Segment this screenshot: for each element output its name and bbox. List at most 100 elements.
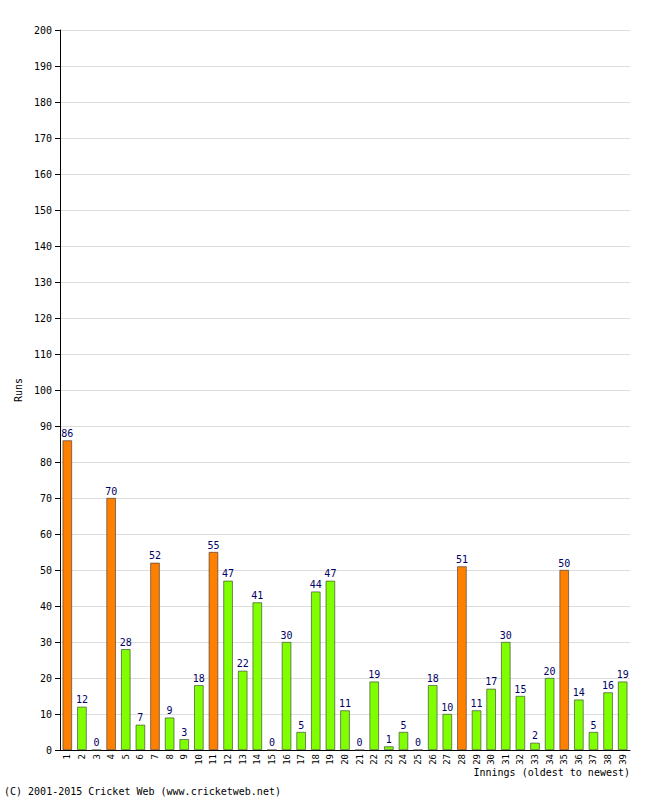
svg-text:19: 19 (617, 669, 629, 680)
svg-text:19: 19 (325, 754, 335, 765)
svg-text:1: 1 (62, 754, 72, 759)
svg-text:34: 34 (545, 754, 555, 765)
svg-text:51: 51 (456, 554, 468, 565)
svg-text:7: 7 (150, 754, 160, 759)
svg-text:17: 17 (485, 676, 497, 687)
svg-text:18: 18 (311, 754, 321, 765)
svg-text:44: 44 (310, 579, 322, 590)
svg-text:10: 10 (40, 709, 52, 720)
svg-text:30: 30 (486, 754, 496, 765)
svg-text:28: 28 (457, 754, 467, 765)
svg-text:100: 100 (34, 385, 52, 396)
svg-text:9: 9 (179, 754, 189, 759)
svg-text:36: 36 (574, 754, 584, 765)
svg-text:9: 9 (167, 705, 173, 716)
svg-text:18: 18 (193, 673, 205, 684)
svg-text:200: 200 (34, 25, 52, 36)
svg-text:50: 50 (558, 558, 570, 569)
svg-text:40: 40 (40, 601, 52, 612)
svg-text:50: 50 (40, 565, 52, 576)
svg-text:47: 47 (222, 568, 234, 579)
svg-text:12: 12 (223, 754, 233, 765)
svg-text:5: 5 (298, 720, 304, 731)
svg-text:7: 7 (137, 712, 143, 723)
svg-text:22: 22 (237, 658, 249, 669)
svg-text:2: 2 (532, 730, 538, 741)
svg-text:20: 20 (340, 754, 350, 765)
svg-text:27: 27 (442, 754, 452, 765)
svg-text:17: 17 (296, 754, 306, 765)
svg-text:55: 55 (207, 540, 219, 551)
svg-text:39: 39 (618, 754, 628, 765)
svg-text:110: 110 (34, 349, 52, 360)
svg-text:Runs: Runs (13, 378, 24, 402)
svg-text:190: 190 (34, 61, 52, 72)
svg-text:10: 10 (441, 702, 453, 713)
svg-text:180: 180 (34, 97, 52, 108)
svg-text:18: 18 (427, 673, 439, 684)
svg-text:13: 13 (238, 754, 248, 765)
svg-text:29: 29 (472, 754, 482, 765)
svg-text:20: 20 (544, 666, 556, 677)
svg-text:5: 5 (121, 754, 131, 759)
svg-text:14: 14 (573, 687, 585, 698)
svg-text:31: 31 (501, 754, 511, 765)
svg-text:3: 3 (181, 727, 187, 738)
svg-text:0: 0 (415, 737, 421, 748)
svg-text:4: 4 (106, 754, 116, 759)
svg-text:21: 21 (355, 754, 365, 765)
svg-text:0: 0 (269, 737, 275, 748)
svg-text:3: 3 (92, 754, 102, 759)
svg-text:150: 150 (34, 205, 52, 216)
svg-text:32: 32 (515, 754, 525, 765)
svg-text:8: 8 (165, 754, 175, 759)
svg-text:(C) 2001-2015 Cricket Web (www: (C) 2001-2015 Cricket Web (www.cricketwe… (4, 786, 281, 797)
svg-text:1: 1 (386, 734, 392, 745)
svg-text:10: 10 (194, 754, 204, 765)
svg-text:170: 170 (34, 133, 52, 144)
svg-text:15: 15 (267, 754, 277, 765)
svg-text:20: 20 (40, 673, 52, 684)
svg-text:41: 41 (251, 590, 263, 601)
svg-text:38: 38 (603, 754, 613, 765)
svg-text:35: 35 (559, 754, 569, 765)
svg-text:47: 47 (324, 568, 336, 579)
svg-text:80: 80 (40, 457, 52, 468)
svg-text:5: 5 (590, 720, 596, 731)
svg-text:70: 70 (105, 486, 117, 497)
svg-text:30: 30 (40, 637, 52, 648)
svg-text:11: 11 (208, 754, 218, 765)
svg-text:120: 120 (34, 313, 52, 324)
svg-text:11: 11 (339, 698, 351, 709)
svg-text:14: 14 (252, 754, 262, 765)
svg-text:0: 0 (94, 737, 100, 748)
svg-text:26: 26 (428, 754, 438, 765)
svg-text:0: 0 (46, 745, 52, 756)
svg-text:23: 23 (384, 754, 394, 765)
svg-text:70: 70 (40, 493, 52, 504)
svg-text:16: 16 (282, 754, 292, 765)
svg-text:37: 37 (588, 754, 598, 765)
svg-text:52: 52 (149, 550, 161, 561)
svg-text:15: 15 (514, 684, 526, 695)
svg-text:30: 30 (281, 630, 293, 641)
svg-text:2: 2 (77, 754, 87, 759)
svg-text:130: 130 (34, 277, 52, 288)
svg-text:6: 6 (135, 754, 145, 759)
svg-text:Innings (oldest to newest): Innings (oldest to newest) (473, 767, 630, 778)
svg-text:90: 90 (40, 421, 52, 432)
svg-text:86: 86 (61, 428, 73, 439)
svg-text:22: 22 (369, 754, 379, 765)
svg-text:19: 19 (368, 669, 380, 680)
svg-text:60: 60 (40, 529, 52, 540)
svg-text:25: 25 (413, 754, 423, 765)
svg-text:5: 5 (400, 720, 406, 731)
svg-text:11: 11 (471, 698, 483, 709)
svg-text:16: 16 (602, 680, 614, 691)
svg-text:160: 160 (34, 169, 52, 180)
svg-text:30: 30 (500, 630, 512, 641)
svg-text:33: 33 (530, 754, 540, 765)
svg-text:28: 28 (120, 637, 132, 648)
svg-text:0: 0 (357, 737, 363, 748)
svg-text:12: 12 (76, 694, 88, 705)
